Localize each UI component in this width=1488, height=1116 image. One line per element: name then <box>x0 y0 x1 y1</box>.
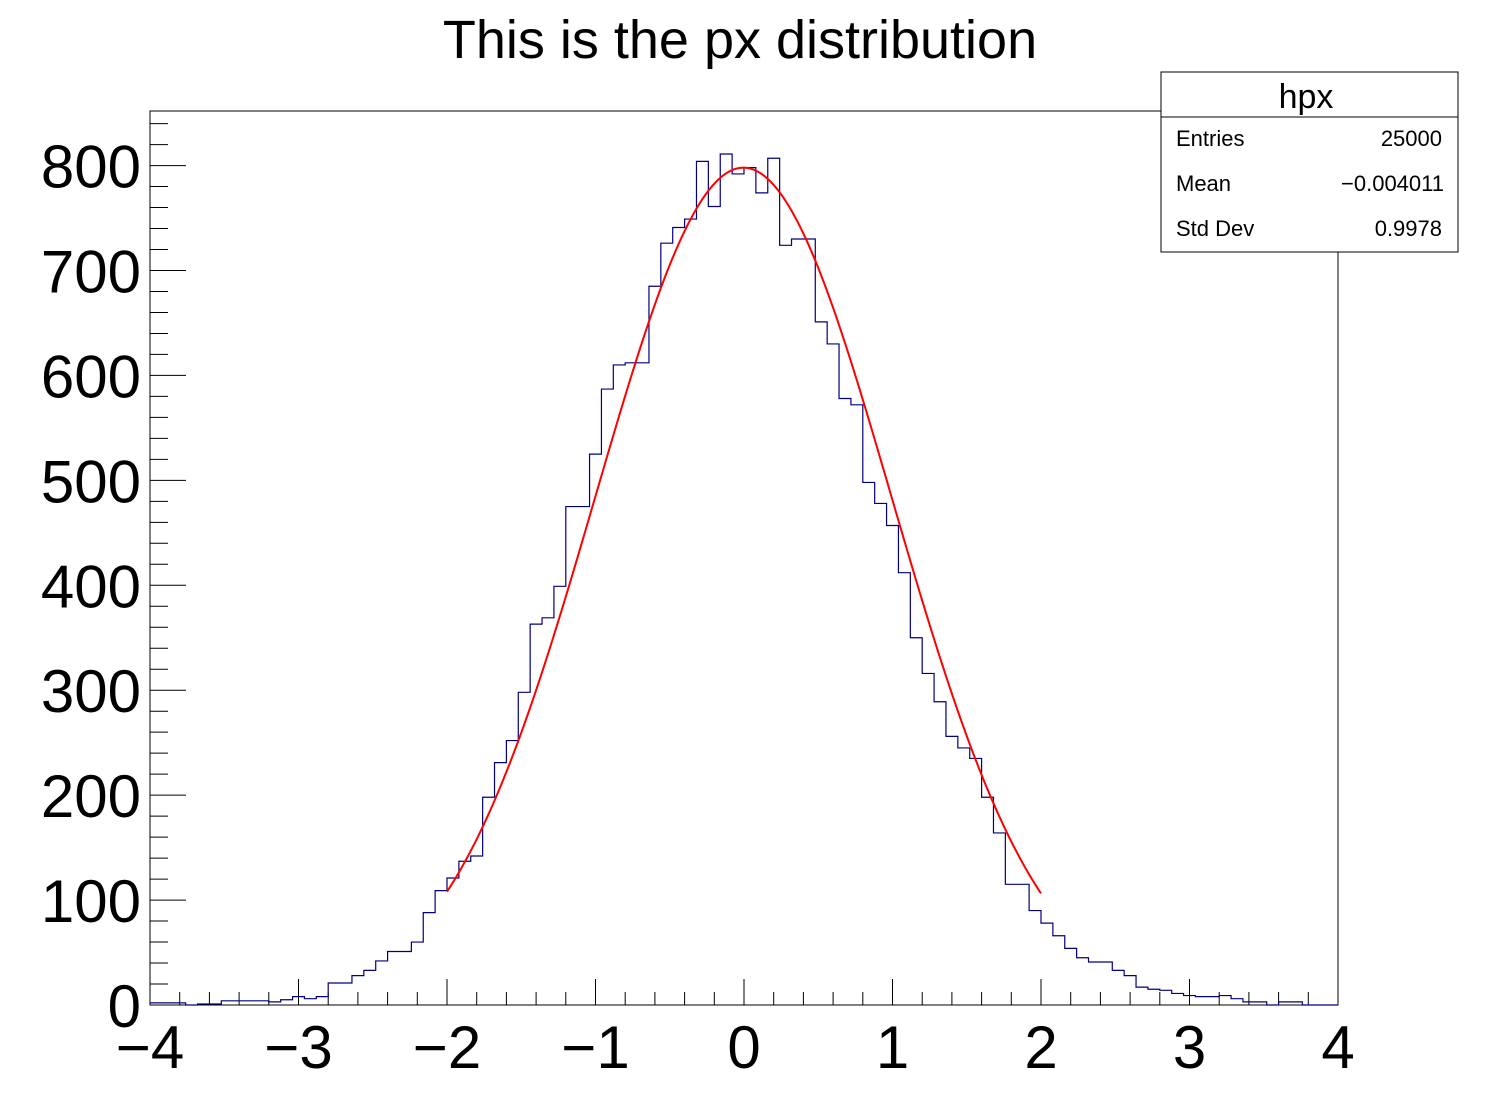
stats-entries-label: Entries <box>1176 126 1244 151</box>
x-tick-label: 4 <box>1321 1014 1354 1081</box>
chart-title: This is the px distribution <box>443 10 1037 70</box>
x-tick-label: 3 <box>1173 1014 1206 1081</box>
stats-stddev-value: 0.9978 <box>1375 216 1442 241</box>
axis-ticks <box>149 123 1339 1006</box>
stats-mean-label: Mean <box>1176 171 1231 196</box>
stats-box-title: hpx <box>1279 78 1334 116</box>
x-tick-label: −1 <box>561 1014 629 1081</box>
y-tick-label: 600 <box>41 343 141 410</box>
y-tick-label: 300 <box>41 658 141 725</box>
stats-box: hpx Entries 25000 Mean −0.004011 Std Dev… <box>1160 71 1459 253</box>
y-tick-label: 700 <box>41 238 141 305</box>
y-tick-label: 500 <box>41 448 141 515</box>
histogram-step-line <box>150 153 1338 1006</box>
y-tick-label: 100 <box>41 868 141 935</box>
stats-mean-value: −0.004011 <box>1341 171 1444 196</box>
y-tick-label: 400 <box>41 553 141 620</box>
plot-frame <box>149 110 1339 1006</box>
gaussian-fit-line <box>446 166 1042 895</box>
y-tick-label: 200 <box>41 763 141 830</box>
x-tick-label: 1 <box>876 1014 909 1081</box>
histogram-series <box>150 153 1338 1006</box>
stats-stddev-label: Std Dev <box>1176 216 1254 241</box>
y-axis-tick-labels: 0 100 200 300 400 500 600 700 800 <box>41 134 141 1040</box>
fit-curve-series <box>446 166 1042 895</box>
stats-entries-value: 25000 <box>1381 126 1442 151</box>
x-tick-label: −2 <box>413 1014 481 1081</box>
x-tick-label: −4 <box>116 1014 184 1081</box>
y-tick-label: 0 <box>108 973 141 1040</box>
x-tick-label: 0 <box>727 1014 760 1081</box>
x-tick-label: 2 <box>1024 1014 1057 1081</box>
stats-box-frame <box>1160 71 1459 253</box>
x-tick-label: −3 <box>264 1014 332 1081</box>
y-tick-label: 800 <box>41 134 141 201</box>
x-axis-tick-labels: −4 −3 −2 −1 0 1 2 3 4 <box>116 1014 1355 1081</box>
